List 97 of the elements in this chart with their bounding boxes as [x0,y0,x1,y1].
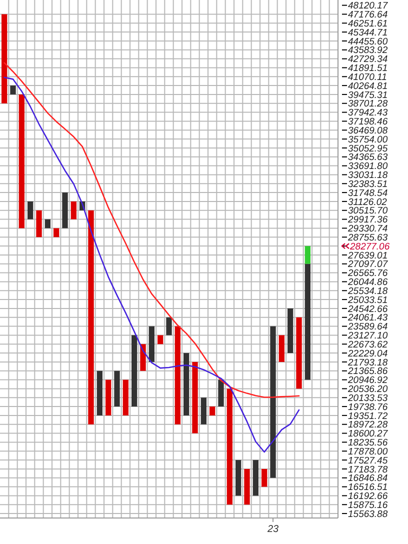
bar [262,468,268,487]
y-tick-label: 34365.63 [348,152,388,164]
bar [236,460,242,496]
bar [36,210,42,238]
y-tick-label: 40264.81 [348,80,388,92]
bar [252,460,258,496]
y-tick-label: 46251.61 [348,18,388,30]
bar [132,335,138,407]
bar [106,380,112,416]
y-tick-label: 32383.51 [348,178,388,190]
y-tick-label: 37198.46 [348,116,388,128]
y-tick-label: 30515.70 [348,206,388,217]
y-tick-label: 41891.51 [348,63,388,74]
y-tick-label: 25534.18 [347,286,388,297]
y-tick-label: 45344.71 [348,27,388,38]
bar [18,94,24,228]
bar [304,246,310,264]
y-tick-label: 38701.28 [348,98,388,110]
y-tick-label: 24061.43 [347,312,388,324]
y-tick-label: 21793.18 [347,357,388,368]
x-tick-label: 23 [266,524,279,535]
bar [2,14,8,104]
y-tick-label: 24542.66 [347,304,388,315]
text: 28277.06 [349,241,390,252]
y-tick-label: 19351.72 [348,410,388,422]
bar [44,219,50,228]
bar [28,201,34,220]
bar [62,192,68,228]
y-tick-label: 21365.86 [347,366,388,378]
line-series [4,62,300,398]
bar [278,335,284,362]
bar [148,326,154,362]
y-tick-label: 22229.04 [347,348,388,360]
y-tick-label: 35052.95 [348,143,388,154]
y-tick-label: 35754.00 [348,134,388,146]
y-tick-label: 29330.74 [347,224,388,235]
bar [184,353,190,416]
y-tick-label: 36469.08 [348,125,388,136]
y-tick-label: 23127.10 [347,330,388,342]
y-tick-label: 19738.76 [348,402,388,413]
y-tick-label: 17183.78 [348,464,388,476]
bar [174,326,180,424]
y-tick-label: 26565.76 [347,268,388,280]
bar [114,370,120,407]
bar [200,398,206,424]
y-tick-label: 26044.86 [347,277,388,288]
y-tick-label: 27097.07 [347,259,388,270]
y-tick-label: 31748.54 [348,188,388,199]
y-tick-label: 17527.45 [348,455,388,466]
y-tick-label: 39475.31 [348,90,388,101]
bar [88,210,94,424]
y-tick-label: 20536.20 [347,384,388,396]
y-tick-label: 16192.66 [348,491,388,502]
y-tick-label: 28755.63 [347,232,388,244]
y-tick-label: 16846.84 [348,473,388,484]
bar [218,380,224,407]
bar [210,406,216,416]
y-tick-label: 33031.18 [348,170,388,182]
y-tick-label: 47176.64 [348,10,388,21]
bar [288,308,294,354]
bar [166,317,172,336]
y-tick-label: 22673.62 [347,339,388,350]
y-tick-label: 33691.80 [348,161,388,172]
bar [244,468,250,505]
y-tick-label: 42729.34 [348,54,388,66]
y-tick-label: 41070.11 [348,72,387,83]
bar [140,344,146,371]
y-tick-label: 18235.56 [348,438,388,449]
y-tick-label: 15563.88 [348,508,388,520]
y-tick-label: 37942.43 [348,108,388,119]
line-series [4,76,300,453]
bar [296,317,302,389]
bar [270,326,276,478]
bar [158,335,164,344]
y-tick-label: 31126.02 [348,196,388,208]
bar [70,201,76,220]
y-tick-label: 16516.51 [348,482,388,494]
y-tick-label: 20946.92 [347,375,388,386]
y-tick-label: 44455.60 [348,36,388,48]
bar [10,86,16,94]
y-tick-label: 48120.17 [348,0,388,12]
y-tick-label: 25033.51 [347,294,388,306]
y-tick-label: 29917.36 [347,214,388,226]
bar [192,362,198,434]
y-tick-label: 18972.28 [348,420,388,431]
y-tick-label: 43583.92 [348,45,388,56]
y-tick-label: 20133.53 [347,392,388,404]
bar [96,370,102,416]
bar [304,264,310,380]
y-tick-label: 15875.16 [348,500,388,511]
y-tick-label: 27639.01 [347,250,388,262]
bar [54,228,60,238]
y-tick-label: 18600.27 [348,428,388,440]
y-tick-label: 17878.00 [348,446,388,458]
bar [122,380,128,416]
bar [226,388,232,505]
y-tick-label: 23589.64 [347,322,388,333]
